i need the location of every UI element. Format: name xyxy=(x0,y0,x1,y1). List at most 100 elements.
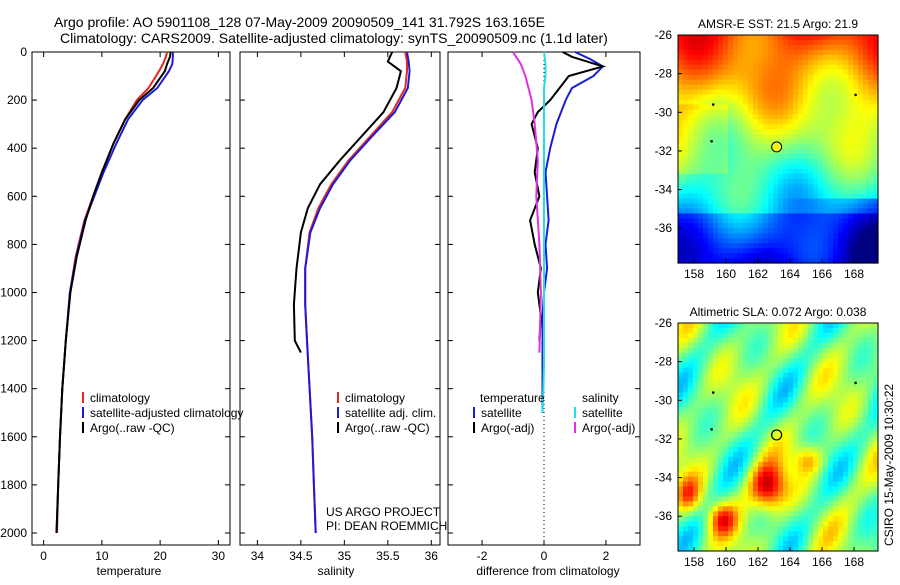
map-cell xyxy=(833,258,839,264)
map-cell xyxy=(773,367,779,374)
map-cell xyxy=(798,223,804,229)
map-cell xyxy=(733,99,739,105)
map-cell xyxy=(833,134,839,140)
map-cell xyxy=(808,74,814,81)
map-cell xyxy=(733,94,739,101)
map-cell xyxy=(683,417,689,423)
map-cell xyxy=(853,218,859,224)
map-cell xyxy=(688,446,694,453)
map-cell xyxy=(778,397,784,403)
map-cell xyxy=(848,446,854,453)
map-cell xyxy=(728,521,734,527)
map-cell xyxy=(808,114,814,120)
map-cell xyxy=(688,466,694,473)
map-cell xyxy=(678,412,684,418)
map-cell xyxy=(788,372,794,379)
map-cell xyxy=(738,114,744,120)
map-cell xyxy=(773,44,779,51)
map-cell xyxy=(728,511,734,517)
map-cell xyxy=(773,74,779,81)
map-cell xyxy=(738,342,744,349)
map-cell xyxy=(828,94,834,101)
map-cell xyxy=(798,422,804,428)
map-cell xyxy=(753,441,759,448)
map-cell xyxy=(863,178,869,185)
map-cell xyxy=(703,248,709,254)
map-cell xyxy=(773,208,779,215)
map-cell xyxy=(733,441,739,448)
map-cell xyxy=(868,521,874,527)
map-cell xyxy=(713,149,719,155)
map-cell xyxy=(873,223,879,229)
map-cell xyxy=(818,188,824,195)
map-cell xyxy=(833,466,839,473)
map-cell xyxy=(798,531,804,537)
map-cell xyxy=(748,466,754,473)
map-cell xyxy=(723,218,729,224)
map-cell xyxy=(733,238,739,244)
map-cell xyxy=(798,158,804,165)
map-cell xyxy=(758,124,764,130)
map-cell xyxy=(713,446,719,453)
map-cell xyxy=(678,362,684,369)
map-cell xyxy=(683,218,689,224)
map-cell xyxy=(853,412,859,418)
map-cell xyxy=(683,144,689,150)
map-cell xyxy=(688,417,694,423)
map-cell xyxy=(703,456,709,463)
float-dot xyxy=(710,139,713,143)
map-cell xyxy=(773,228,779,234)
map-cell xyxy=(713,258,719,264)
map-cell xyxy=(808,392,814,398)
map-cell xyxy=(678,456,684,463)
map-cell xyxy=(678,104,684,110)
map-cell xyxy=(733,372,739,379)
map-cell xyxy=(698,536,704,542)
map-cell xyxy=(793,441,799,448)
map-cell xyxy=(678,402,684,408)
map-cell xyxy=(678,208,684,215)
map-cell xyxy=(838,387,844,393)
map-cell xyxy=(873,193,879,200)
map-cell xyxy=(793,506,799,512)
map-cell xyxy=(788,213,794,219)
map-cell xyxy=(753,94,759,101)
map-cell xyxy=(708,69,714,76)
map-cell xyxy=(798,471,804,478)
map-cell xyxy=(753,392,759,398)
map-cell xyxy=(758,397,764,403)
map-cell xyxy=(728,248,734,254)
map-cell xyxy=(733,183,739,190)
map-cell xyxy=(873,451,879,458)
map-cell xyxy=(843,153,849,160)
map-cell xyxy=(803,536,809,542)
map-cell xyxy=(713,74,719,81)
map-cell xyxy=(763,446,769,453)
map-cell xyxy=(718,168,724,175)
map-cell xyxy=(833,441,839,448)
map-cell xyxy=(688,516,694,522)
map-cell xyxy=(703,238,709,244)
map-cell xyxy=(708,357,714,364)
map-cell xyxy=(818,233,824,239)
map-cell xyxy=(858,258,864,264)
map-cell xyxy=(798,382,804,389)
map-cell xyxy=(748,168,754,175)
map-cell xyxy=(743,84,749,91)
map-cell xyxy=(758,104,764,110)
map-cell xyxy=(823,139,829,145)
map-cell xyxy=(813,402,819,408)
map-cell xyxy=(758,149,764,155)
map-cell xyxy=(703,397,709,403)
map-cell xyxy=(773,471,779,478)
map-cell xyxy=(703,546,709,552)
map-cell xyxy=(758,238,764,244)
map-cell xyxy=(808,486,814,493)
map-cell xyxy=(853,511,859,517)
map-cell xyxy=(793,168,799,175)
map-frame xyxy=(677,322,879,552)
map-cell xyxy=(753,248,759,254)
map-cell xyxy=(853,432,859,438)
map-cell xyxy=(728,491,734,498)
map-cell xyxy=(793,228,799,234)
